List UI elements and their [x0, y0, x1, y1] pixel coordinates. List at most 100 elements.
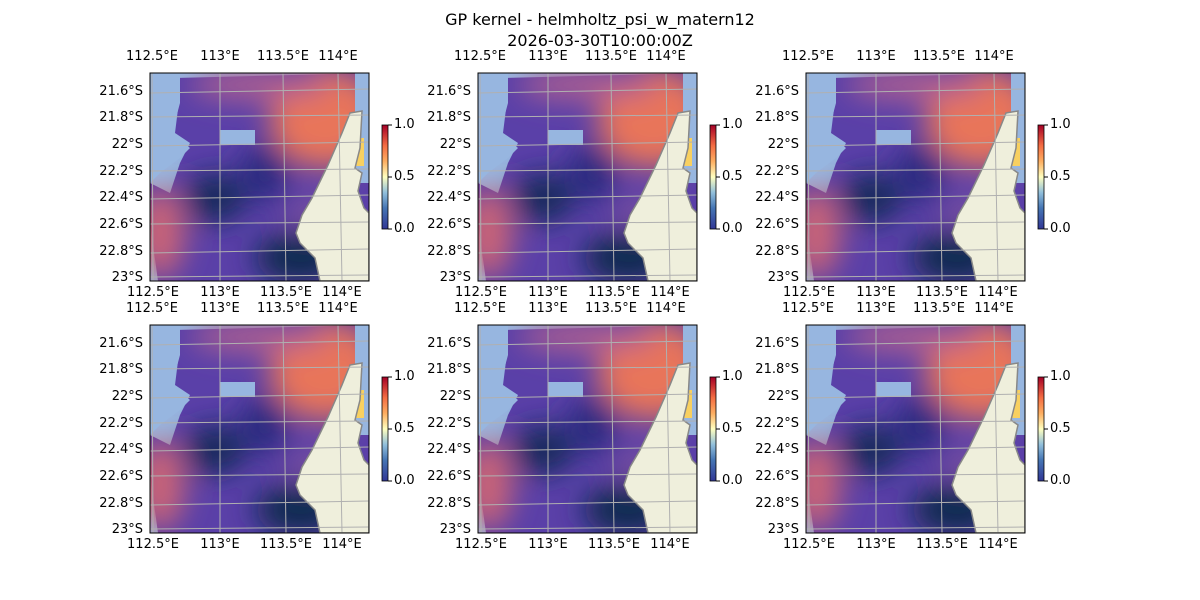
- colorbar-tick: 1.0: [1050, 369, 1071, 384]
- lat-tick: 22.4°S: [427, 190, 471, 205]
- lon-tick-top: 112.5°E: [454, 301, 506, 316]
- lat-tick: 21.8°S: [427, 362, 471, 377]
- lat-tick: 22°S: [767, 389, 799, 404]
- lat-tick: 22.6°S: [99, 217, 143, 232]
- colorbar-tick: 1.0: [722, 117, 743, 132]
- gridlines: [806, 73, 1025, 281]
- lat-tick: 22.6°S: [427, 217, 471, 232]
- lon-tick-top: 114°E: [646, 301, 686, 316]
- lat-tick: 22.8°S: [99, 496, 143, 511]
- lon-tick-top: 112.5°E: [782, 301, 834, 316]
- lat-tick: 21.6°S: [755, 336, 799, 351]
- lon-tick-bottom: 113.5°E: [916, 285, 968, 300]
- lat-tick: 22°S: [767, 137, 799, 152]
- lat-tick: 21.8°S: [99, 110, 143, 125]
- lon-tick-top: 112.5°E: [126, 301, 178, 316]
- lon-tick-top: 114°E: [974, 49, 1014, 64]
- lon-tick-bottom: 113°E: [528, 537, 568, 552]
- lon-tick-top: 113°E: [856, 301, 896, 316]
- lat-tick: 23°S: [439, 270, 471, 285]
- lat-tick: 22.8°S: [427, 496, 471, 511]
- lat-tick: 22.2°S: [755, 164, 799, 179]
- lon-tick-top: 113.5°E: [585, 301, 637, 316]
- lat-tick: 22°S: [439, 389, 471, 404]
- lon-tick-top: 113°E: [528, 301, 568, 316]
- lon-tick-bottom: 114°E: [978, 285, 1018, 300]
- lat-tick: 22.2°S: [99, 164, 143, 179]
- lon-tick-bottom: 112.5°E: [127, 537, 179, 552]
- lat-tick: 21.6°S: [427, 336, 471, 351]
- colorbar: [381, 124, 392, 230]
- lon-tick-bottom: 114°E: [322, 285, 362, 300]
- colorbar-tick: 0.5: [1050, 421, 1071, 436]
- lat-tick: 22.4°S: [99, 190, 143, 205]
- lon-tick-top: 114°E: [974, 301, 1014, 316]
- lat-tick: 21.8°S: [427, 110, 471, 125]
- lon-tick-bottom: 112.5°E: [455, 537, 507, 552]
- lat-tick: 22.4°S: [99, 442, 143, 457]
- colorbar: [1037, 124, 1048, 230]
- gridlines: [806, 325, 1025, 533]
- map-panel-6: 112.5°E 112.5°E 113°E 113°E 113.5°E 113.5°E 11…: [755, 301, 1070, 552]
- colorbar: [709, 376, 720, 482]
- gridlines: [478, 325, 697, 533]
- lon-tick-top: 114°E: [646, 49, 686, 64]
- lon-tick-top: 113°E: [856, 49, 896, 64]
- lat-tick: 22.2°S: [427, 416, 471, 431]
- lat-tick: 22.8°S: [755, 244, 799, 259]
- colorbar: [381, 376, 392, 482]
- map-panel-2: 112.5°E 112.5°E 113°E 113°E 113.5°E 113.5°E 11…: [427, 49, 742, 300]
- lon-tick-bottom: 113°E: [856, 537, 896, 552]
- colorbar-tick: 1.0: [1050, 117, 1071, 132]
- lon-tick-bottom: 112.5°E: [455, 285, 507, 300]
- lon-tick-bottom: 114°E: [322, 537, 362, 552]
- lon-tick-top: 113.5°E: [913, 301, 965, 316]
- lon-tick-bottom: 114°E: [650, 285, 690, 300]
- lon-tick-bottom: 113.5°E: [916, 537, 968, 552]
- colorbar-tick: 0.0: [722, 221, 743, 236]
- lat-tick: 22.6°S: [755, 217, 799, 232]
- lon-tick-top: 113.5°E: [913, 49, 965, 64]
- lon-tick-top: 112.5°E: [454, 49, 506, 64]
- map-panel-1: 112.5°E 112.5°E 113°E 113°E 113.5°E 113.5°E 11…: [99, 49, 414, 300]
- lat-tick: 22.6°S: [99, 469, 143, 484]
- lat-tick: 22.4°S: [427, 442, 471, 457]
- lon-tick-top: 114°E: [318, 49, 358, 64]
- lat-tick: 21.8°S: [755, 362, 799, 377]
- lon-tick-bottom: 113.5°E: [588, 285, 640, 300]
- map-axes: [477, 324, 720, 534]
- map-axes: [477, 72, 720, 282]
- map-panel-3: 112.5°E 112.5°E 113°E 113°E 113.5°E 113.5°E 11…: [755, 49, 1070, 300]
- lat-tick: 23°S: [111, 270, 143, 285]
- lon-tick-top: 113°E: [528, 49, 568, 64]
- lon-tick-bottom: 113°E: [200, 537, 240, 552]
- colorbar-tick: 0.0: [394, 473, 415, 488]
- figure-title: GP kernel - helmholtz_psi_w_matern12: [445, 10, 755, 29]
- lat-tick: 23°S: [767, 522, 799, 537]
- lat-tick: 21.6°S: [755, 84, 799, 99]
- lat-tick: 22.8°S: [99, 244, 143, 259]
- lon-tick-bottom: 113°E: [528, 285, 568, 300]
- colorbar-tick: 0.5: [1050, 169, 1071, 184]
- lon-tick-top: 112.5°E: [782, 49, 834, 64]
- colorbar-tick: 0.5: [722, 421, 743, 436]
- figure-subtitle: 2026-03-30T10:00:00Z: [507, 31, 693, 50]
- gridlines: [478, 73, 697, 281]
- map-panel-5: 112.5°E 112.5°E 113°E 113°E 113.5°E 113.5°E 11…: [427, 301, 742, 552]
- lon-tick-bottom: 112.5°E: [783, 285, 835, 300]
- lon-tick-bottom: 112.5°E: [127, 285, 179, 300]
- colorbar-tick: 0.5: [722, 169, 743, 184]
- lon-tick-bottom: 113.5°E: [588, 537, 640, 552]
- colorbar-tick: 1.0: [722, 369, 743, 384]
- lon-tick-top: 113°E: [200, 49, 240, 64]
- lat-tick: 22.4°S: [755, 442, 799, 457]
- lat-tick: 21.6°S: [427, 84, 471, 99]
- gridlines: [150, 73, 369, 281]
- lat-tick: 21.6°S: [99, 336, 143, 351]
- lat-tick: 22.6°S: [755, 469, 799, 484]
- lat-tick: 23°S: [439, 522, 471, 537]
- lat-tick: 22.2°S: [427, 164, 471, 179]
- lat-tick: 21.6°S: [99, 84, 143, 99]
- colorbar-tick: 1.0: [394, 117, 415, 132]
- colorbar-tick: 0.0: [722, 473, 743, 488]
